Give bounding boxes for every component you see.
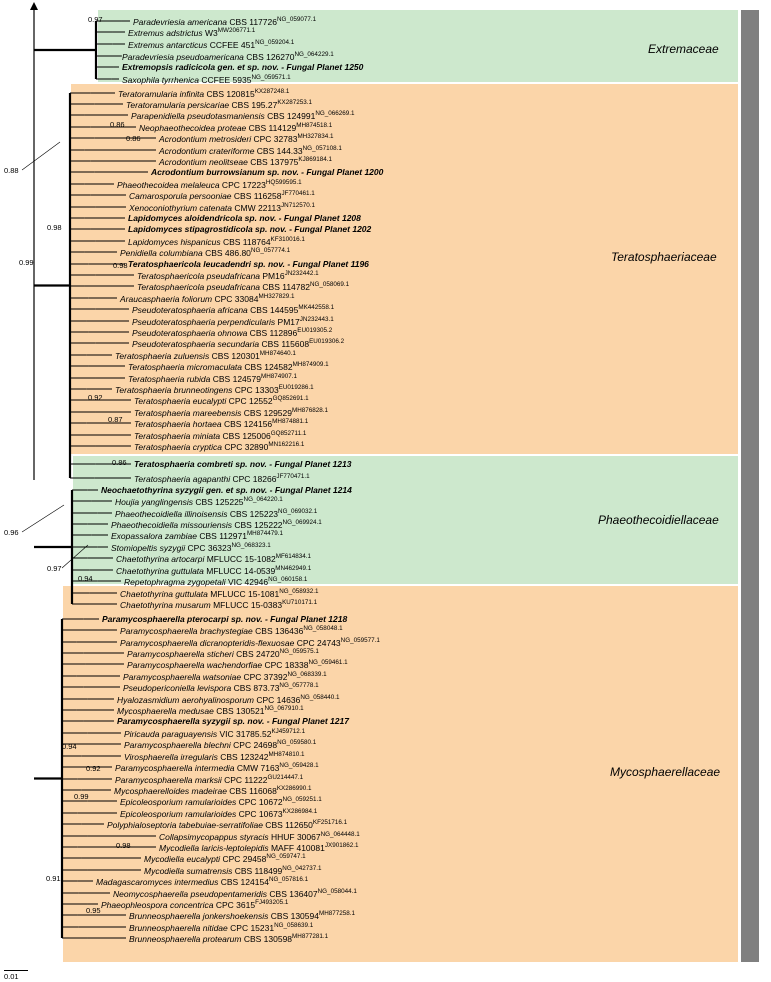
figure-root: Paradevriesia americana CBS 117726NG_059… xyxy=(0,0,771,982)
phylogenetic-tree xyxy=(0,0,771,982)
